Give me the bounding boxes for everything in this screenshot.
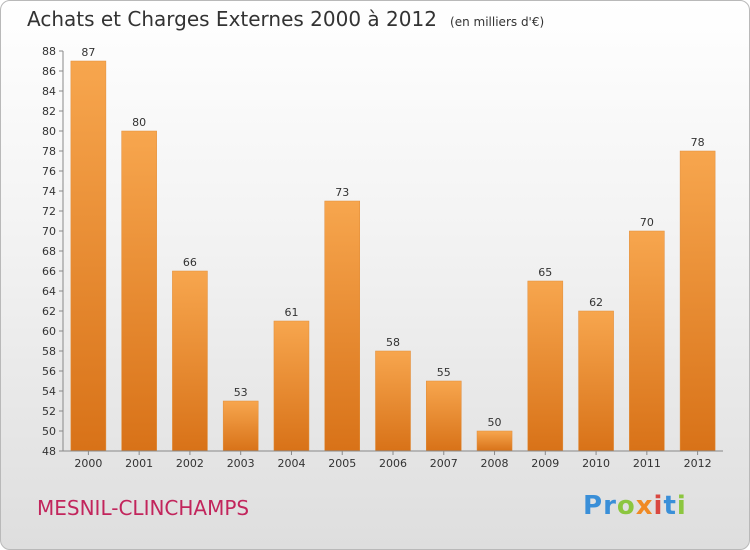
chart-title: Achats et Charges Externes 2000 à 2012 (… (27, 7, 544, 31)
y-tick-label: 58 (42, 345, 56, 358)
y-tick-label: 66 (42, 265, 56, 278)
bar (273, 320, 310, 452)
data-label: 62 (589, 296, 603, 309)
logo-letter: t (663, 491, 677, 521)
x-tick-label: 2000 (74, 457, 102, 470)
bar (375, 350, 411, 452)
x-tick-label: 2004 (277, 457, 305, 470)
bars: 87 80 66 53 61 73 58 55 50 65 62 70 78 (70, 46, 716, 452)
x-tick-label: 2006 (379, 457, 407, 470)
bar (172, 270, 208, 452)
bar (70, 60, 107, 452)
logo-letter: P (583, 491, 604, 521)
x-tick-label: 2008 (481, 457, 509, 470)
data-label: 50 (488, 416, 502, 429)
commune-name: MESNIL-CLINCHAMPS (37, 496, 250, 520)
bar (222, 400, 259, 452)
y-tick-label: 54 (42, 385, 56, 398)
y-tick-label: 80 (42, 125, 56, 138)
bar (426, 380, 462, 452)
data-label: 55 (437, 366, 451, 379)
y-tick-label: 52 (42, 405, 56, 418)
y-tick-label: 88 (42, 45, 56, 58)
chart-title-unit: (en milliers d'€) (450, 15, 545, 29)
x-tick-label: 2003 (227, 457, 255, 470)
x-tick-label: 2011 (633, 457, 661, 470)
y-axis: 48 50 52 54 56 58 60 62 64 66 68 70 72 74 76 78 80 82 84 86… (42, 45, 64, 458)
y-tick-label: 82 (42, 105, 56, 118)
data-label: 80 (132, 116, 146, 129)
x-axis: 2000 2001 2002 2003 2004 2005 2006 2007 2008 2009… (63, 450, 723, 470)
bar (324, 200, 360, 452)
logo-letter: i (653, 491, 664, 521)
logo-letter: x (635, 491, 654, 521)
y-tick-label: 72 (42, 205, 56, 218)
bar (679, 150, 716, 452)
bar (629, 230, 665, 452)
data-label: 73 (335, 186, 349, 199)
chart-title-main: Achats et Charges Externes 2000 à 2012 (27, 7, 437, 31)
data-label: 65 (538, 266, 552, 279)
bar (578, 310, 614, 452)
y-tick-label: 74 (42, 185, 56, 198)
y-tick-label: 76 (42, 165, 56, 178)
x-tick-label: 2007 (430, 457, 458, 470)
bar (121, 130, 157, 452)
y-tick-label: 70 (42, 225, 56, 238)
y-tick-label: 56 (42, 365, 56, 378)
y-tick-label: 64 (42, 285, 56, 298)
data-label: 53 (234, 386, 248, 399)
y-tick-label: 60 (42, 325, 56, 338)
y-tick-label: 68 (42, 245, 56, 258)
x-tick-label: 2005 (328, 457, 356, 470)
proxiti-logo: Proxiti (583, 491, 687, 521)
x-tick-label: 2012 (684, 457, 712, 470)
y-tick-label: 84 (42, 85, 56, 98)
data-label: 66 (183, 256, 197, 269)
bar (527, 280, 564, 452)
y-tick-label: 62 (42, 305, 56, 318)
logo-letter: r (603, 491, 617, 521)
y-tick-label: 48 (42, 445, 56, 458)
data-label: 78 (691, 136, 705, 149)
y-tick-label: 78 (42, 145, 56, 158)
data-label: 70 (640, 216, 654, 229)
y-tick-label: 50 (42, 425, 56, 438)
x-tick-label: 2002 (176, 457, 204, 470)
data-label: 87 (81, 46, 95, 59)
x-tick-label: 2010 (582, 457, 610, 470)
data-label: 58 (386, 336, 400, 349)
x-tick-label: 2009 (531, 457, 559, 470)
logo-letter: i (676, 491, 687, 521)
y-tick-label: 86 (42, 65, 56, 78)
bar (476, 430, 513, 452)
x-tick-label: 2001 (125, 457, 153, 470)
logo-letter: o (616, 491, 636, 521)
data-label: 61 (284, 306, 298, 319)
